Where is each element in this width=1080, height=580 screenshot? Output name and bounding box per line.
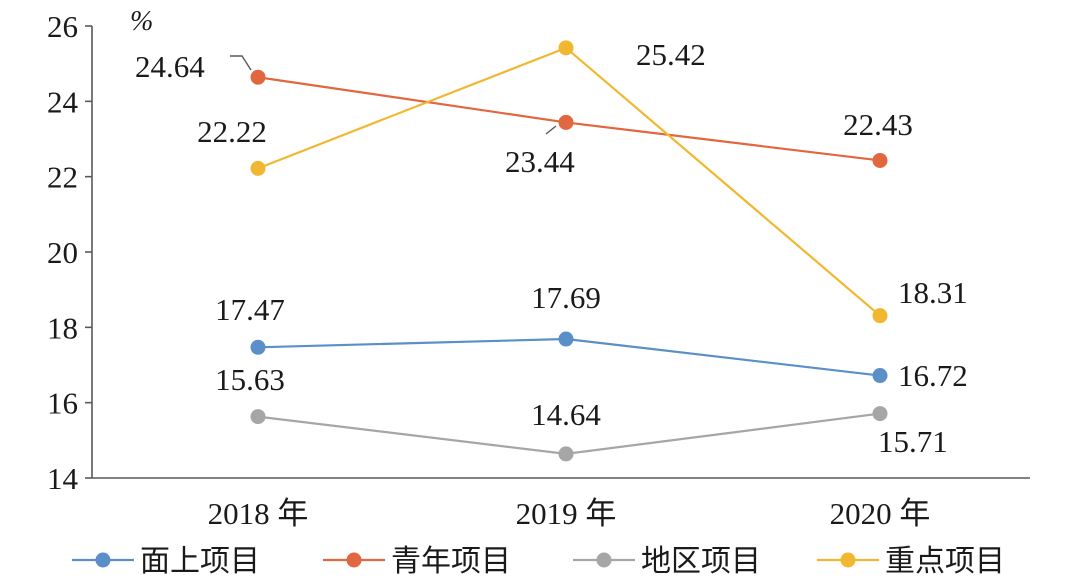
data-point — [250, 160, 266, 176]
data-label: 14.64 — [531, 397, 601, 432]
y-tick-label: 26 — [47, 9, 78, 44]
data-label: 15.71 — [878, 424, 948, 459]
leader-line — [545, 125, 557, 135]
x-tick-labels: 2018 年 2019 年 2020 年 — [208, 496, 931, 531]
data-point — [872, 406, 888, 422]
data-label: 22.22 — [197, 114, 267, 149]
x-tick-label: 2020 年 — [830, 496, 931, 531]
data-point — [558, 40, 574, 56]
legend-swatch-marker — [95, 552, 111, 568]
legend-label: 地区项目 — [641, 544, 761, 579]
data-label: 15.63 — [215, 362, 285, 397]
legend-swatch-marker — [346, 552, 362, 568]
legend: 面上项目 青年项目 地区项目 重点项目 — [72, 544, 1005, 579]
series-line — [257, 46, 881, 317]
data-point — [872, 368, 888, 384]
data-label: 23.44 — [505, 144, 575, 179]
data-point — [250, 69, 266, 85]
y-tick-label: 14 — [47, 461, 79, 496]
y-axis-unit-label: % — [130, 6, 153, 37]
data-point — [558, 331, 574, 347]
data-point — [250, 409, 266, 425]
label-leader-lines — [230, 55, 557, 135]
data-point — [250, 339, 266, 355]
series-lines — [257, 46, 881, 456]
data-point — [558, 446, 574, 462]
data-point — [872, 152, 888, 168]
data-labels: 17.47 17.69 16.72 24.64 23.44 22.43 15.63 14.64… — [135, 37, 968, 459]
data-label: 25.42 — [636, 37, 706, 72]
x-tick-label: 2018 年 — [208, 496, 309, 531]
x-tick-label: 2019 年 — [516, 496, 617, 531]
data-point — [558, 114, 574, 130]
legend-swatch-marker — [840, 552, 856, 568]
y-tick-label: 16 — [47, 386, 78, 421]
y-tick-label: 22 — [47, 160, 78, 195]
y-tick-labels: 14 16 18 20 22 24 26 — [47, 9, 92, 496]
y-tick-label: 24 — [47, 84, 79, 119]
y-tick-label: 20 — [47, 235, 78, 270]
data-label: 17.47 — [215, 292, 285, 327]
data-label: 17.69 — [531, 280, 601, 315]
legend-label: 青年项目 — [391, 544, 511, 579]
leader-line — [230, 55, 252, 71]
legend-swatch-marker — [596, 552, 612, 568]
y-tick-label: 18 — [47, 310, 78, 345]
data-point — [872, 308, 888, 324]
legend-label: 重点项目 — [885, 544, 1005, 579]
data-label: 22.43 — [843, 107, 913, 142]
series-points — [250, 40, 888, 462]
legend-label: 面上项目 — [140, 544, 260, 579]
data-label: 16.72 — [898, 358, 968, 393]
data-label: 18.31 — [898, 275, 968, 310]
data-label: 24.64 — [135, 49, 205, 84]
